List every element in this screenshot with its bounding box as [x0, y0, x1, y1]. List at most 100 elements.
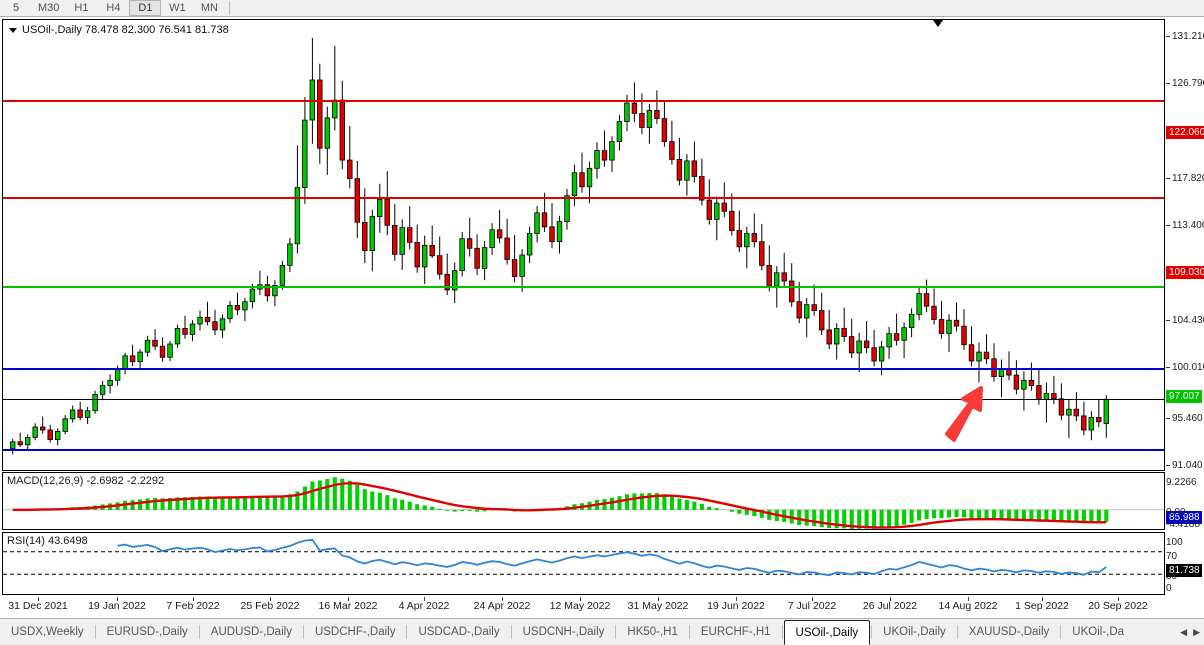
rsi-tick: 30 [1166, 571, 1178, 582]
timeframe-button-mn[interactable]: MN [200, 2, 218, 14]
date-tick [348, 597, 349, 601]
chart-tab-ukoil-daily[interactable]: UKOil-,Daily [883, 626, 946, 638]
date-axis[interactable]: 31 Dec 2021 19 Jan 2022 7 Feb 2022 25 Feb 2… [0, 597, 1204, 617]
price-level-badge[interactable]: 122.060 [1166, 126, 1204, 139]
horizontal-level-line[interactable] [3, 286, 1164, 288]
date-tick [968, 597, 969, 601]
rsi-tick: 0 [1166, 583, 1172, 594]
price-level-badge[interactable]: 109.030 [1166, 266, 1204, 279]
price-tick: 91.040 [1166, 461, 1203, 471]
timeframe-button-5[interactable]: 5 [12, 2, 20, 14]
horizontal-level-line[interactable] [3, 399, 1164, 400]
date-label: 31 Dec 2021 [8, 600, 68, 612]
date-label: 19 Jan 2022 [88, 600, 146, 612]
date-label: 26 Jul 2022 [862, 600, 918, 612]
date-label: 25 Feb 2022 [240, 600, 300, 612]
rsi-series [3, 538, 1164, 577]
macd-tick: -4.4188 [1166, 519, 1200, 530]
tab-divider [688, 625, 690, 639]
rsi-tick: 100 [1166, 537, 1183, 548]
chevron-down-icon[interactable] [9, 27, 17, 33]
chart-tab-eurchf-h1[interactable]: EURCHF-,H1 [700, 626, 771, 638]
date-label: 7 Jul 2022 [787, 600, 837, 612]
horizontal-level-line[interactable] [3, 449, 1164, 451]
price-tick: 100.010 [1166, 363, 1204, 373]
horizontal-level-line[interactable] [3, 197, 1164, 199]
price-tick: 131.210 [1166, 32, 1204, 42]
date-tick [890, 597, 891, 601]
scroll-left-icon[interactable]: ◀ [1180, 626, 1188, 637]
timeframe-button-h1[interactable]: H1 [74, 2, 89, 14]
tab-divider [302, 625, 304, 639]
tab-divider [1060, 625, 1062, 639]
timeframe-button-w1[interactable]: W1 [169, 2, 186, 14]
chart-tab-ukoil-da[interactable]: UKOil-,Da [1072, 626, 1125, 638]
chart-tab-usdx-weekly[interactable]: USDX,Weekly [11, 626, 84, 638]
tab-scroll-controls[interactable]: ◀ ▶ [1180, 619, 1204, 645]
date-tick [117, 597, 118, 601]
chart-tab-usoil-daily[interactable]: USOil-,Daily [783, 620, 871, 645]
date-tick [270, 597, 271, 601]
price-tick: 95.460 [1166, 414, 1203, 424]
date-tick [193, 597, 194, 601]
chart-tab-usdcnh-daily[interactable]: USDCNH-,Daily [522, 626, 605, 638]
tab-divider [198, 625, 200, 639]
price-pane[interactable]: USOil-,Daily 78.478 82.300 76.541 81.738 [2, 19, 1165, 471]
chart-tab-audusd-daily[interactable]: AUDUSD-,Daily [210, 626, 292, 638]
horizontal-level-line[interactable] [3, 368, 1164, 370]
tab-divider [781, 625, 783, 639]
date-label: 16 Mar 2022 [318, 600, 378, 612]
price-level-badge[interactable]: 85.988 [1166, 511, 1202, 524]
date-tick [1042, 597, 1043, 601]
macd-tick: 0.00 [1166, 507, 1186, 518]
timeframe-button-d1[interactable]: D1 [129, 0, 162, 16]
macd-series [3, 477, 1164, 529]
chart-area[interactable]: USOil-,Daily 78.478 82.300 76.541 81.738… [0, 17, 1204, 645]
price-level-badge[interactable]: 97.007 [1166, 390, 1202, 403]
macd-pane[interactable]: MACD(12,26,9) -2.6982 -2.2292 [2, 472, 1165, 530]
date-label: 24 Apr 2022 [473, 600, 531, 612]
tab-divider [956, 625, 958, 639]
date-tick [424, 597, 425, 601]
tab-divider [510, 625, 512, 639]
timeframe-button-h4[interactable]: H4 [106, 2, 121, 14]
date-tick [1118, 597, 1119, 601]
date-tick [502, 597, 503, 601]
date-label: 20 Sep 2022 [1088, 600, 1148, 612]
price-level-badge[interactable]: 81.738 [1166, 564, 1202, 577]
date-label: 4 Apr 2022 [398, 600, 450, 612]
chart-tab-xauusd-daily[interactable]: XAUUSD-,Daily [968, 626, 1050, 638]
macd-scale[interactable]: 9.2266 0.00 -4.4188 [1166, 472, 1204, 530]
symbol-header: USOil-,Daily 78.478 82.300 76.541 81.738 [9, 24, 229, 36]
scroll-right-icon[interactable]: ▶ [1193, 626, 1200, 637]
price-tick: 113.400 [1166, 221, 1204, 231]
timeframe-button-m30[interactable]: M30 [38, 2, 60, 14]
date-tick [580, 597, 581, 601]
date-label: 7 Feb 2022 [166, 600, 220, 612]
date-tick [736, 597, 737, 601]
date-label: 14 Aug 2022 [938, 600, 998, 612]
tab-divider [406, 625, 408, 639]
price-tick: 126.790 [1166, 79, 1204, 89]
candlestick-series [10, 37, 1109, 455]
date-label: 12 May 2022 [549, 600, 611, 612]
chart-tab-usdcad-daily[interactable]: USDCAD-,Daily [418, 626, 500, 638]
chart-tab-usdchf-daily[interactable]: USDCHF-,Daily [314, 626, 396, 638]
price-tick: 117.820 [1166, 174, 1204, 184]
rsi-pane[interactable]: RSI(14) 43.6498 [2, 532, 1165, 595]
price-scale[interactable]: 131.210 126.790 117.820 113.400 104.430 100.0… [1166, 19, 1204, 645]
rsi-scale[interactable]: 100 70 30 0 [1166, 532, 1204, 595]
toolbar-divider [229, 1, 231, 15]
rsi-tick: 70 [1166, 551, 1178, 562]
date-tick [658, 597, 659, 601]
date-label: 1 Sep 2022 [1015, 600, 1069, 612]
chart-tab-bar[interactable]: USDX,Weekly EURUSD-,Daily AUDUSD-,Daily USD… [0, 618, 1204, 645]
symbol-ohlc-label: USOil-,Daily 78.478 82.300 76.541 81.738 [22, 24, 229, 36]
horizontal-level-line[interactable] [3, 100, 1164, 102]
timeframe-toolbar: 5 M30 H1 H4 D1 W1 MN [0, 0, 1204, 17]
date-tick [812, 597, 813, 601]
chart-tab-hk50-h1[interactable]: HK50-,H1 [627, 626, 678, 638]
macd-tick: 9.2266 [1166, 477, 1197, 488]
chart-tab-eurusd-daily[interactable]: EURUSD-,Daily [106, 626, 188, 638]
